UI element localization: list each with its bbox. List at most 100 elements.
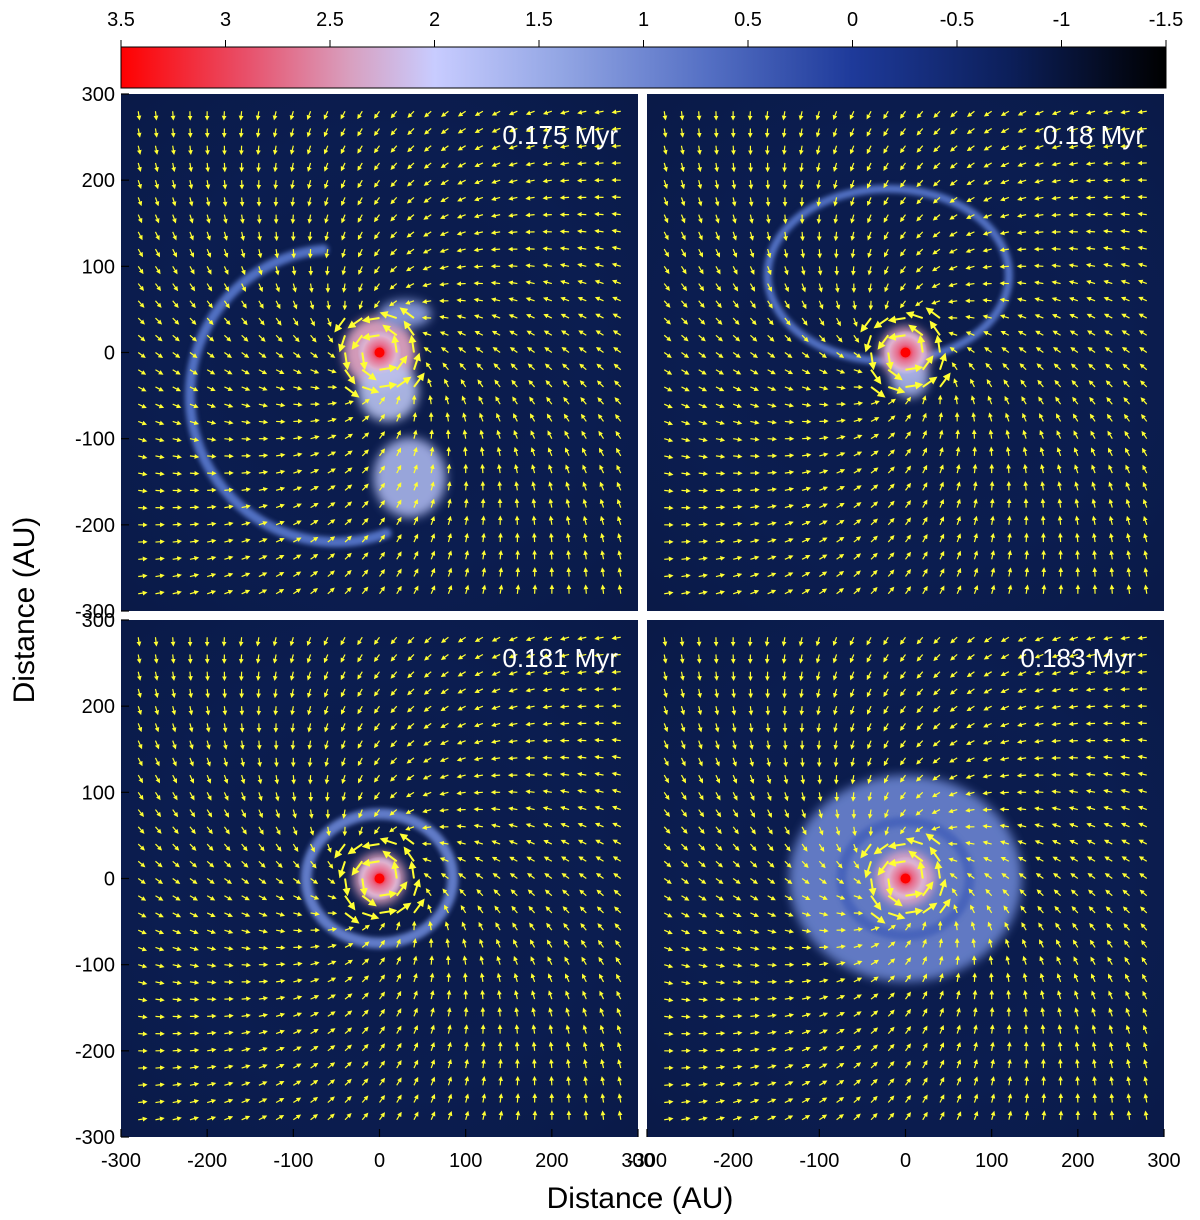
velocity-arrow [206, 590, 217, 595]
velocity-arrow [189, 386, 199, 392]
velocity-arrow [310, 385, 320, 391]
velocity-arrow [207, 453, 217, 459]
velocity-arrow [490, 280, 501, 286]
velocity-arrow [799, 706, 805, 716]
velocity-arrow [170, 128, 176, 138]
velocity-arrow [238, 637, 244, 647]
velocity-arrow [258, 453, 269, 458]
velocity-arrow [275, 486, 286, 492]
velocity-arrow [172, 437, 182, 443]
velocity-arrow [258, 317, 265, 326]
velocity-arrow [373, 197, 380, 205]
velocity-arrow [154, 248, 161, 258]
velocity-arrow [1040, 1024, 1046, 1034]
velocity-arrow [274, 231, 279, 242]
velocity-arrow [748, 706, 754, 716]
panel-0-175-myr: 0.175 Myr [121, 94, 638, 611]
velocity-arrow [490, 806, 501, 812]
velocity-arrow [782, 740, 788, 750]
velocity-arrow [379, 396, 386, 405]
velocity-arrow [155, 590, 165, 596]
density-features [184, 244, 446, 548]
velocity-arrow [1033, 789, 1044, 795]
velocity-arrow [696, 111, 702, 121]
velocity-arrow [138, 420, 148, 426]
velocity-arrow [155, 437, 165, 443]
y-tick-label: 0 [104, 343, 115, 365]
velocity-arrow [273, 706, 279, 716]
velocity-arrow [189, 214, 194, 224]
velocity-arrow [292, 352, 301, 359]
velocity-arrow [293, 402, 303, 408]
colorbar-ticks: 3.5 3 2.5 2 1.5 1 0.5 0 -0.5 -1 -1.5 [107, 9, 1183, 47]
velocity-arrow [275, 520, 285, 526]
velocity-arrow [222, 706, 228, 716]
velocity-arrow [275, 537, 285, 543]
velocity-arrow [137, 334, 146, 342]
velocity-arrow [373, 179, 380, 188]
velocity-arrow [357, 231, 363, 241]
velocity-arrow [342, 352, 351, 371]
velocity-arrow [344, 501, 353, 509]
velocity-arrow [171, 197, 177, 207]
velocity-arrow [373, 283, 380, 292]
velocity-arrow [137, 231, 143, 241]
colorbar-tick-label: 3.5 [107, 9, 135, 31]
velocity-arrow [255, 145, 261, 156]
velocity-arrow [390, 179, 398, 188]
velocity-arrow [323, 162, 329, 172]
velocity-arrow [258, 334, 266, 342]
velocity-arrow [324, 266, 330, 276]
velocity-arrow [153, 145, 159, 155]
velocity-arrow [357, 128, 363, 137]
x-tick-label: 0 [374, 1150, 385, 1172]
velocity-arrow [172, 471, 183, 477]
velocity-arrow [137, 214, 143, 224]
velocity-arrow [154, 179, 160, 190]
velocity-arrow [275, 317, 282, 326]
velocity-arrow [238, 128, 244, 138]
velocity-arrow [155, 420, 165, 426]
y-tick-label: 300 [82, 610, 115, 632]
velocity-arrow [154, 197, 160, 207]
velocity-arrow [733, 979, 743, 985]
velocity-arrow [681, 488, 691, 494]
velocity-arrow [395, 395, 401, 405]
velocity-arrow [310, 317, 315, 327]
velocity-arrow [205, 197, 211, 207]
velocity-arrow [258, 504, 268, 509]
velocity-arrow [172, 539, 183, 544]
velocity-arrow [255, 111, 261, 121]
velocity-arrow [170, 637, 176, 647]
velocity-arrow [395, 355, 408, 371]
velocity-arrow [241, 487, 251, 493]
velocity-arrow [1006, 515, 1012, 525]
velocity-arrow [310, 352, 319, 359]
velocity-arrow [155, 352, 164, 359]
velocity-arrow [290, 180, 295, 190]
velocity-arrow [379, 431, 386, 440]
velocity-arrow [258, 352, 267, 359]
velocity-arrow [310, 553, 319, 560]
velocity-arrow [379, 448, 386, 457]
velocity-arrow [361, 586, 369, 595]
velocity-arrow [206, 300, 213, 309]
velocity-arrow [698, 997, 709, 1003]
velocity-arrow [222, 197, 228, 207]
velocity-arrow [172, 590, 182, 596]
velocity-arrow [1034, 229, 1044, 235]
velocity-arrow [456, 297, 466, 303]
x-tick-label: -300 [627, 1150, 667, 1172]
velocity-arrow [816, 214, 822, 225]
velocity-arrow [310, 369, 320, 374]
velocity-arrow [258, 979, 269, 984]
velocity-arrow [429, 955, 435, 965]
velocity-arrow [750, 487, 760, 493]
velocity-arrow [256, 214, 262, 224]
velocity-arrow [172, 317, 180, 325]
velocity-arrow [507, 789, 518, 795]
velocity-arrow [357, 179, 363, 189]
panel-0-18-myr: 0.18 Myr [647, 94, 1164, 611]
velocity-arrow [664, 556, 674, 562]
velocity-arrow [358, 266, 363, 275]
